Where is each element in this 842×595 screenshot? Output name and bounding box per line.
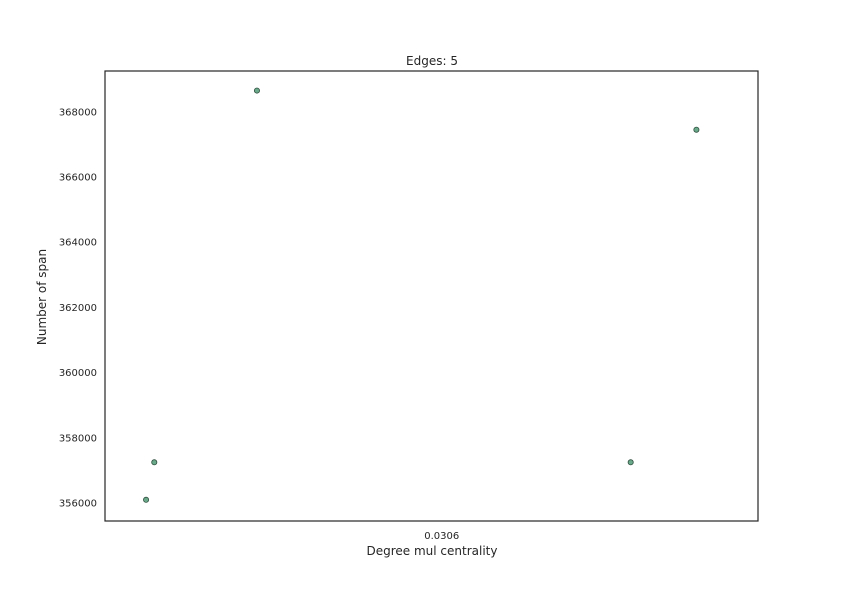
y-axis-label: Number of span	[35, 249, 49, 345]
data-point	[627, 459, 634, 466]
y-axis-ticks: 356000 358000 360000 362000 364000 366000 3680…	[59, 107, 97, 509]
plot-frame	[104, 70, 759, 522]
y-tick-label: 360000	[59, 368, 97, 379]
y-tick-label: 368000	[59, 107, 97, 118]
y-tick-label: 366000	[59, 172, 97, 183]
data-points	[143, 87, 700, 503]
x-axis-ticks: 0.0306	[424, 531, 459, 542]
x-tick-label: 0.0306	[424, 531, 459, 542]
data-point	[143, 496, 150, 503]
y-tick-label: 358000	[59, 433, 97, 444]
chart-title: Edges: 5	[406, 54, 458, 68]
x-axis-label: Degree mul centrality	[367, 544, 498, 558]
data-point	[693, 126, 700, 133]
data-point	[253, 87, 260, 94]
y-tick-label: 362000	[59, 303, 97, 314]
y-tick-label: 356000	[59, 499, 97, 510]
data-point	[151, 459, 158, 466]
y-tick-label: 364000	[59, 238, 97, 249]
